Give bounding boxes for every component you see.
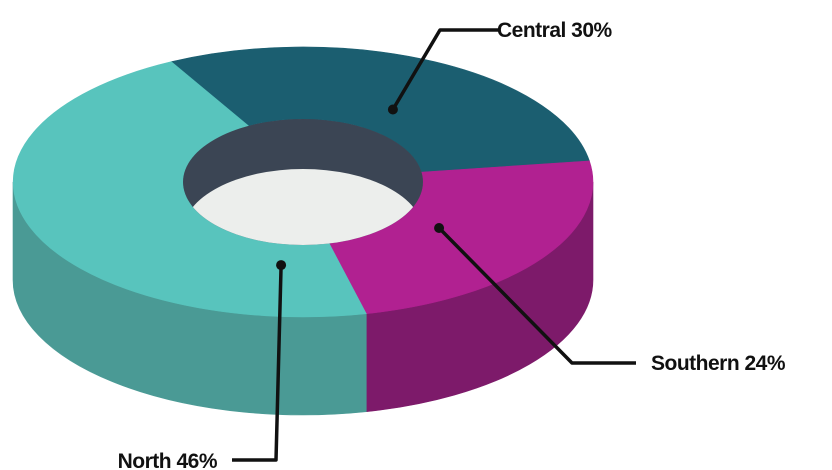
leader-dot-southern	[434, 223, 445, 234]
leader-dot-central	[387, 104, 398, 115]
slice-label-north: North 46%	[118, 450, 218, 470]
slice-label-central: Central 30%	[497, 19, 613, 42]
leader-line-central	[391, 28, 500, 111]
leader-line-southern	[437, 226, 636, 365]
leader-line-north	[232, 265, 283, 462]
slice-label-southern: Southern 24%	[651, 352, 786, 375]
donut-hole-inner-wall	[183, 169, 423, 245]
leader-dot-north	[276, 260, 287, 271]
